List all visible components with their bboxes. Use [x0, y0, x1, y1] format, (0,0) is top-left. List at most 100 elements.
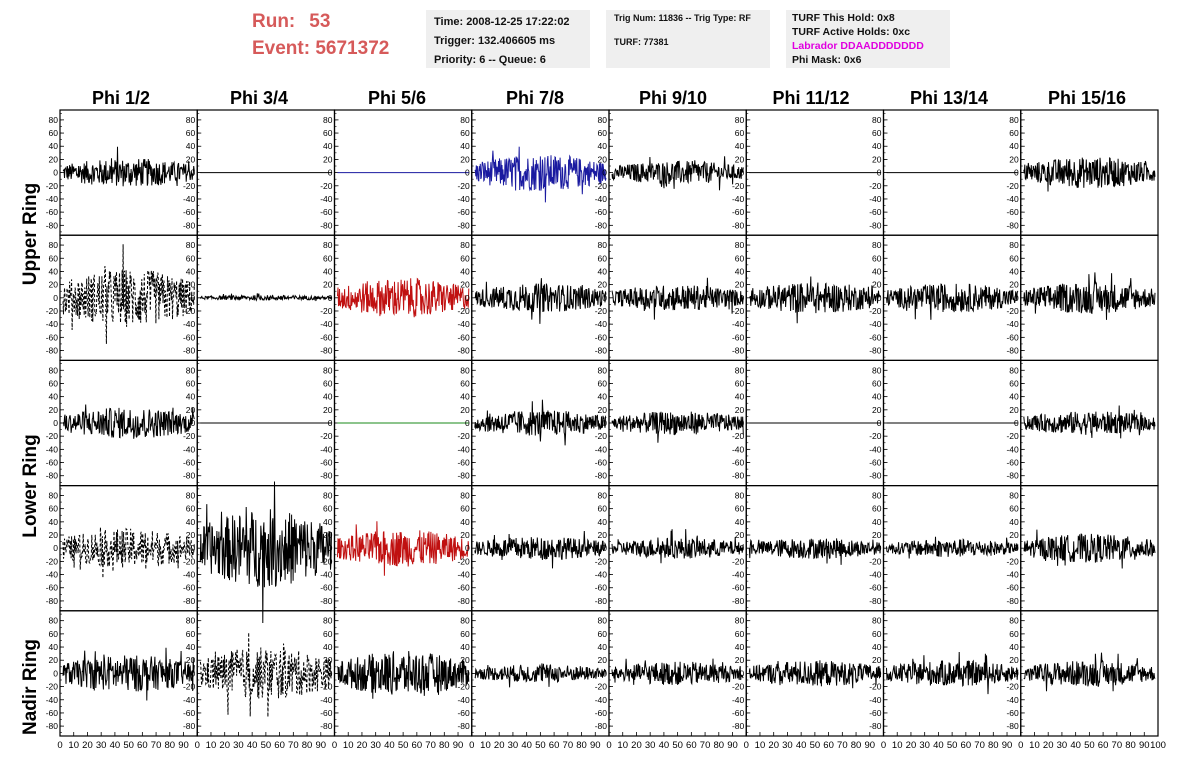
- turf-text: TURF: 77381: [614, 37, 669, 47]
- x-tick-label: 60: [686, 740, 697, 751]
- y-tick-label: 20: [872, 405, 882, 415]
- y-tick-label: 20: [186, 655, 196, 665]
- y-tick-label: 40: [735, 642, 745, 652]
- y-tick-label: 20: [735, 154, 745, 164]
- y-tick-label: 0: [328, 293, 333, 303]
- y-tick-label: 80: [872, 490, 882, 500]
- y-tick-label: -60: [457, 458, 470, 468]
- y-tick-label: -80: [320, 596, 333, 606]
- waveform-line: [199, 481, 332, 624]
- y-tick-label: 20: [460, 655, 470, 665]
- y-tick-label: 20: [598, 530, 608, 540]
- y-tick-label: -20: [595, 556, 608, 566]
- y-tick-label: 0: [53, 168, 58, 178]
- waveform-line: [611, 277, 744, 320]
- y-tick-label: -60: [183, 583, 196, 593]
- y-tick-label: 20: [186, 280, 196, 290]
- y-tick-label: -20: [183, 682, 196, 692]
- y-tick-label: 80: [49, 240, 59, 250]
- y-tick-label: -40: [732, 695, 745, 705]
- time-info-box: Time: 2008-12-25 17:22:02 Trigger: 132.4…: [426, 10, 590, 68]
- y-tick-label: 20: [598, 655, 608, 665]
- y-tick-label: 40: [186, 141, 196, 151]
- y-tick-label: 60: [735, 378, 745, 388]
- y-tick-label: 40: [735, 141, 745, 151]
- waveform-line: [474, 663, 607, 688]
- x-tick-label: 80: [576, 740, 587, 751]
- y-tick-label: 60: [186, 253, 196, 263]
- y-tick-label: 20: [460, 530, 470, 540]
- y-tick-label: 20: [323, 280, 333, 290]
- y-tick-label: -40: [183, 194, 196, 204]
- y-tick-label: 60: [49, 128, 59, 138]
- y-tick-label: 60: [735, 253, 745, 263]
- y-tick-label: 0: [191, 168, 196, 178]
- y-tick-label: 40: [49, 141, 59, 151]
- y-tick-label: 60: [460, 629, 470, 639]
- waveform-line: [337, 277, 470, 318]
- x-tick-label: 70: [974, 740, 985, 751]
- y-tick-label: 20: [323, 655, 333, 665]
- x-tick-label: 90: [590, 740, 601, 751]
- y-tick-label: -60: [183, 708, 196, 718]
- waveform-line: [474, 146, 607, 203]
- y-tick-label: -40: [1006, 570, 1019, 580]
- y-tick-label: 0: [877, 293, 882, 303]
- y-tick-label: -60: [183, 207, 196, 217]
- y-tick-label: 20: [460, 405, 470, 415]
- y-tick-label: -60: [595, 332, 608, 342]
- y-tick-label: 40: [49, 266, 59, 276]
- y-tick-label: 40: [323, 517, 333, 527]
- y-tick-label: 40: [872, 642, 882, 652]
- y-tick-label: -20: [457, 556, 470, 566]
- waveform-line: [748, 660, 881, 689]
- y-tick-label: 60: [1009, 253, 1019, 263]
- y-tick-label: 20: [872, 154, 882, 164]
- y-tick-label: -80: [732, 721, 745, 731]
- x-tick-label: 20: [494, 740, 505, 751]
- x-tick-label: 50: [123, 740, 134, 751]
- x-tick-label: 20: [357, 740, 368, 751]
- y-tick-label: 20: [49, 530, 59, 540]
- y-tick-label: 40: [872, 141, 882, 151]
- y-tick-label: 20: [735, 405, 745, 415]
- y-tick-label: -40: [46, 444, 59, 454]
- waveform-line: [337, 521, 470, 576]
- x-tick-label: 10: [343, 740, 354, 751]
- y-tick-label: 80: [598, 365, 608, 375]
- waveform-line: [611, 658, 744, 686]
- y-tick-label: -40: [46, 319, 59, 329]
- y-tick-label: -20: [320, 556, 333, 566]
- y-tick-label: -60: [595, 583, 608, 593]
- y-tick-label: 80: [1009, 240, 1019, 250]
- y-tick-label: -40: [320, 444, 333, 454]
- x-tick-label: 30: [782, 740, 793, 751]
- y-tick-label: 40: [323, 266, 333, 276]
- x-tick-label: 20: [82, 740, 93, 751]
- waveform-line: [1023, 529, 1156, 569]
- y-tick-label: 80: [598, 490, 608, 500]
- y-tick-label: 60: [872, 253, 882, 263]
- y-tick-label: -20: [183, 431, 196, 441]
- y-tick-label: 20: [598, 154, 608, 164]
- y-tick-label: -20: [46, 431, 59, 441]
- y-tick-label: -80: [1006, 596, 1019, 606]
- y-tick-label: -60: [320, 458, 333, 468]
- y-tick-label: 80: [186, 365, 196, 375]
- y-tick-label: -40: [320, 570, 333, 580]
- y-tick-label: -40: [1006, 444, 1019, 454]
- x-tick-label: 0: [469, 740, 474, 751]
- x-tick-label: 40: [384, 740, 395, 751]
- y-tick-label: 80: [735, 240, 745, 250]
- y-tick-label: -80: [320, 471, 333, 481]
- y-tick-label: 40: [460, 517, 470, 527]
- y-tick-label: 0: [740, 168, 745, 178]
- y-tick-label: 60: [460, 378, 470, 388]
- waveform-line: [748, 538, 881, 565]
- y-tick-label: 60: [872, 378, 882, 388]
- y-tick-label: 0: [191, 668, 196, 678]
- x-tick-label: 50: [535, 740, 546, 751]
- y-tick-label: 60: [1009, 378, 1019, 388]
- y-tick-label: 20: [186, 154, 196, 164]
- y-tick-label: -60: [869, 458, 882, 468]
